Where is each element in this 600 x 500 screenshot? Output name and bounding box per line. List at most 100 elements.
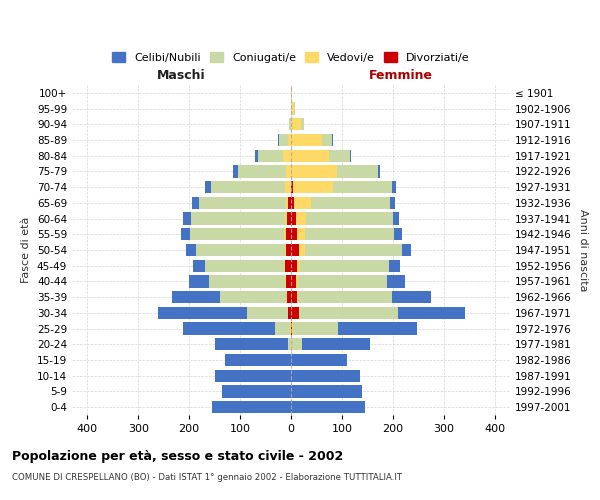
- Bar: [302, 338, 370, 350]
- Bar: [392, 291, 431, 304]
- Bar: [291, 228, 297, 240]
- Bar: [305, 228, 394, 240]
- Bar: [301, 118, 304, 130]
- Bar: [391, 196, 395, 209]
- Bar: [291, 86, 292, 99]
- Bar: [286, 166, 291, 177]
- Bar: [291, 102, 293, 115]
- Bar: [193, 260, 205, 272]
- Bar: [188, 276, 209, 287]
- Bar: [297, 260, 299, 272]
- Bar: [291, 244, 299, 256]
- Bar: [286, 212, 287, 224]
- Bar: [291, 306, 299, 319]
- Bar: [212, 401, 291, 413]
- Bar: [291, 291, 297, 304]
- Bar: [291, 322, 292, 334]
- Bar: [299, 260, 389, 272]
- Bar: [377, 166, 380, 177]
- Bar: [289, 306, 291, 319]
- Bar: [298, 276, 387, 287]
- Bar: [205, 260, 284, 272]
- Bar: [293, 181, 333, 194]
- Bar: [258, 150, 283, 162]
- Bar: [291, 354, 347, 366]
- Bar: [322, 134, 332, 146]
- Bar: [291, 276, 296, 287]
- Bar: [275, 322, 290, 334]
- Bar: [158, 306, 247, 319]
- Bar: [299, 244, 305, 256]
- Bar: [291, 260, 297, 272]
- Bar: [284, 228, 286, 240]
- Bar: [333, 181, 392, 194]
- Bar: [285, 244, 286, 256]
- Bar: [278, 134, 279, 146]
- Bar: [215, 370, 291, 382]
- Bar: [291, 150, 329, 162]
- Bar: [286, 228, 291, 240]
- Bar: [190, 228, 284, 240]
- Bar: [291, 212, 296, 224]
- Text: Femmine: Femmine: [368, 69, 433, 82]
- Bar: [289, 196, 291, 209]
- Bar: [398, 306, 464, 319]
- Bar: [291, 196, 293, 209]
- Text: Maschi: Maschi: [157, 69, 206, 82]
- Bar: [392, 181, 396, 194]
- Legend: Celibi/Nubili, Coniugati/e, Vedovi/e, Divorziati/e: Celibi/Nubili, Coniugati/e, Vedovi/e, Di…: [108, 48, 474, 68]
- Bar: [222, 386, 291, 398]
- Bar: [289, 338, 291, 350]
- Bar: [287, 212, 291, 224]
- Y-axis label: Anni di nascita: Anni di nascita: [578, 209, 588, 291]
- Bar: [205, 181, 211, 194]
- Bar: [283, 150, 291, 162]
- Bar: [289, 134, 291, 146]
- Bar: [291, 386, 362, 398]
- Bar: [199, 196, 286, 209]
- Bar: [191, 196, 199, 209]
- Bar: [296, 276, 298, 287]
- Y-axis label: Fasce di età: Fasce di età: [22, 217, 31, 283]
- Bar: [291, 166, 337, 177]
- Bar: [286, 196, 289, 209]
- Bar: [286, 244, 291, 256]
- Bar: [387, 276, 404, 287]
- Bar: [332, 134, 333, 146]
- Bar: [183, 212, 191, 224]
- Bar: [296, 212, 306, 224]
- Bar: [350, 150, 351, 162]
- Bar: [185, 244, 196, 256]
- Bar: [305, 244, 401, 256]
- Bar: [225, 354, 291, 366]
- Bar: [297, 228, 305, 240]
- Bar: [293, 102, 295, 115]
- Bar: [337, 166, 377, 177]
- Bar: [211, 181, 285, 194]
- Text: Popolazione per età, sesso e stato civile - 2002: Popolazione per età, sesso e stato civil…: [12, 450, 343, 463]
- Bar: [238, 166, 286, 177]
- Bar: [299, 306, 398, 319]
- Bar: [293, 322, 338, 334]
- Bar: [183, 322, 275, 334]
- Bar: [393, 212, 399, 224]
- Bar: [298, 291, 392, 304]
- Bar: [401, 244, 410, 256]
- Bar: [311, 196, 391, 209]
- Bar: [215, 338, 289, 350]
- Bar: [256, 150, 258, 162]
- Bar: [297, 291, 298, 304]
- Text: COMUNE DI CRESPELLANO (BO) - Dati ISTAT 1° gennaio 2002 - Elaborazione TUTTITALI: COMUNE DI CRESPELLANO (BO) - Dati ISTAT …: [12, 472, 402, 482]
- Bar: [389, 260, 400, 272]
- Bar: [290, 322, 291, 334]
- Bar: [291, 370, 360, 382]
- Bar: [394, 228, 401, 240]
- Bar: [292, 338, 302, 350]
- Bar: [247, 306, 288, 319]
- Bar: [289, 118, 291, 130]
- Bar: [279, 134, 289, 146]
- Bar: [291, 181, 293, 194]
- Bar: [329, 150, 350, 162]
- Bar: [285, 260, 291, 272]
- Bar: [172, 291, 220, 304]
